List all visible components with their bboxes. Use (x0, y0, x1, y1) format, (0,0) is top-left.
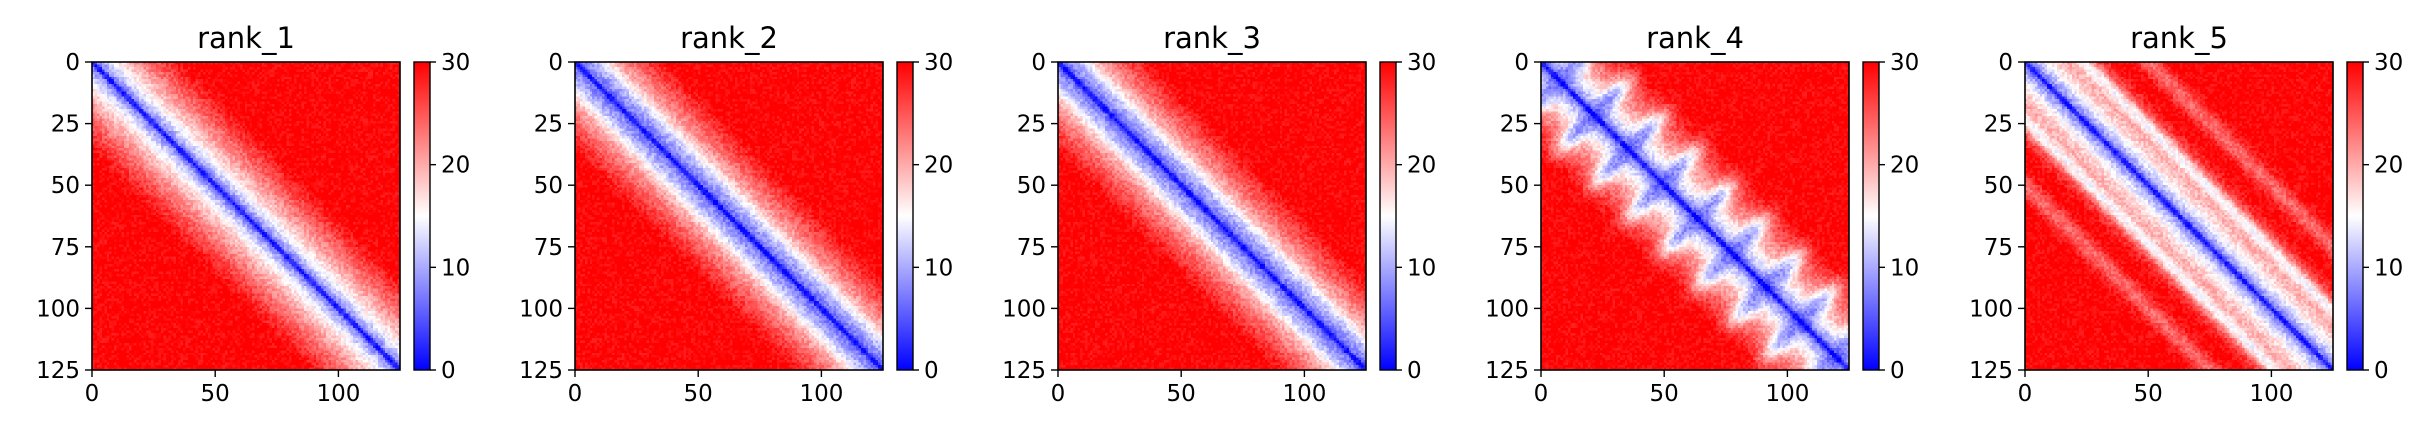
y-tick-label: 0 (65, 50, 80, 76)
y-tick-label: 125 (1969, 358, 2013, 384)
y-tick-label: 75 (1984, 235, 2013, 261)
y-tick-label: 0 (1031, 50, 1046, 76)
y-tick-label: 50 (51, 173, 80, 199)
x-tick-label: 0 (1534, 381, 1549, 407)
colorbar-tick-label: 20 (441, 153, 470, 179)
x-tick-label: 0 (2018, 381, 2033, 407)
colorbar-tick-label: 30 (441, 50, 470, 76)
y-tick-label: 100 (519, 296, 563, 322)
x-tick-label: 100 (316, 381, 360, 407)
axes-frame (1057, 61, 1367, 371)
colorbar-frame (1862, 61, 1880, 371)
x-tick-label: 0 (568, 381, 583, 407)
y-tick-label: 125 (1485, 358, 1529, 384)
colorbar (1380, 62, 1396, 370)
heatmap-image (1058, 62, 1366, 370)
colorbar-tick-label: 20 (1407, 153, 1436, 179)
colorbar-tick-label: 0 (441, 358, 456, 384)
colorbar-tick-label: 30 (924, 50, 953, 76)
y-tick-label: 50 (1500, 173, 1529, 199)
colorbar-tick-label: 10 (924, 255, 953, 281)
axes-frame (1540, 61, 1850, 371)
y-tick-label: 50 (1017, 173, 1046, 199)
x-tick-label: 100 (799, 381, 843, 407)
colorbar-tick-label: 30 (1890, 50, 1919, 76)
y-tick-label: 0 (1514, 50, 1529, 76)
colorbar-tick-label: 30 (1407, 50, 1436, 76)
x-tick-label: 50 (201, 381, 230, 407)
y-tick-label: 100 (1485, 296, 1529, 322)
colorbar-tick-label: 10 (2374, 255, 2403, 281)
y-tick-label: 100 (1002, 296, 1046, 322)
heatmap-image (1541, 62, 1849, 370)
colorbar-tick-label: 20 (924, 153, 953, 179)
y-tick-label: 100 (36, 296, 80, 322)
colorbar-tick-label: 30 (2374, 50, 2403, 76)
axes-frame (91, 61, 401, 371)
x-tick-label: 100 (1765, 381, 1809, 407)
heatmap-image (575, 62, 883, 370)
colorbar (2347, 62, 2363, 370)
y-tick-label: 25 (1017, 112, 1046, 138)
panel-title: rank_3 (1163, 21, 1261, 55)
y-tick-label: 75 (51, 235, 80, 261)
colorbar-tick-label: 20 (1890, 153, 1919, 179)
y-tick-label: 125 (36, 358, 80, 384)
heatmap-image (2025, 62, 2333, 370)
y-tick-label: 50 (534, 173, 563, 199)
y-tick-label: 100 (1969, 296, 2013, 322)
colorbar-frame (896, 61, 914, 371)
x-tick-label: 50 (2134, 381, 2163, 407)
colorbar-frame (413, 61, 431, 371)
colorbar-tick-label: 10 (1407, 255, 1436, 281)
colorbar-frame (1379, 61, 1397, 371)
heatmap-image (92, 62, 400, 370)
y-tick-label: 75 (1017, 235, 1046, 261)
colorbar-tick-label: 10 (441, 255, 470, 281)
y-tick-label: 125 (1002, 358, 1046, 384)
colorbar-tick-label: 0 (2374, 358, 2389, 384)
axes-frame (574, 61, 884, 371)
panel-title: rank_5 (2130, 21, 2228, 55)
y-tick-label: 25 (534, 112, 563, 138)
y-tick-label: 25 (1984, 112, 2013, 138)
colorbar (414, 62, 430, 370)
y-tick-label: 125 (519, 358, 563, 384)
colorbar-tick-label: 0 (924, 358, 939, 384)
y-tick-label: 75 (1500, 235, 1529, 261)
y-tick-label: 0 (548, 50, 563, 76)
colorbar-tick-label: 20 (2374, 153, 2403, 179)
panel-title: rank_4 (1646, 21, 1744, 55)
colorbar (1863, 62, 1879, 370)
axes-frame (2024, 61, 2334, 371)
x-tick-label: 50 (684, 381, 713, 407)
colorbar-frame (2346, 61, 2364, 371)
y-tick-label: 25 (51, 112, 80, 138)
y-tick-label: 50 (1984, 173, 2013, 199)
x-tick-label: 100 (1282, 381, 1326, 407)
panel-title: rank_2 (680, 21, 778, 55)
colorbar (897, 62, 913, 370)
panel-title: rank_1 (197, 21, 295, 55)
colorbar-tick-label: 10 (1890, 255, 1919, 281)
colorbar-tick-label: 0 (1407, 358, 1422, 384)
colorbar-tick-label: 0 (1890, 358, 1905, 384)
x-tick-label: 0 (85, 381, 100, 407)
x-tick-label: 50 (1650, 381, 1679, 407)
x-tick-label: 0 (1051, 381, 1066, 407)
y-tick-label: 25 (1500, 112, 1529, 138)
y-tick-label: 0 (1998, 50, 2013, 76)
x-tick-label: 50 (1167, 381, 1196, 407)
x-tick-label: 100 (2249, 381, 2293, 407)
y-tick-label: 75 (534, 235, 563, 261)
